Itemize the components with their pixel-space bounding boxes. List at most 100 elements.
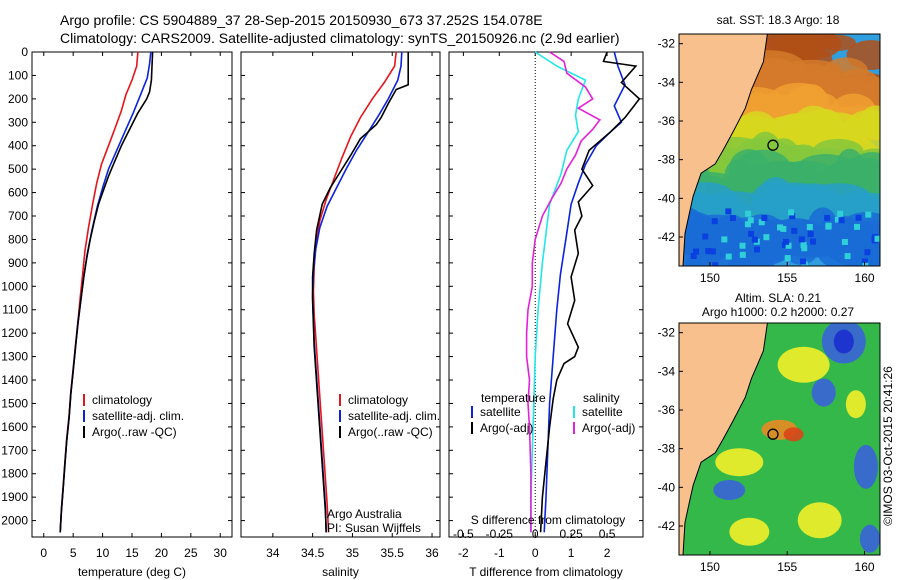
x2-tick-label: 0	[532, 527, 539, 541]
series-t-satellite	[543, 51, 626, 533]
sla-anomaly	[859, 524, 880, 553]
x-tick-label: 0	[40, 546, 47, 560]
sst-map-title: sat. SST: 18.3 Argo: 18	[717, 13, 840, 27]
x2-tick-label: 0.25	[559, 527, 583, 541]
x-tick-label: -2	[458, 546, 469, 560]
x-tick-label: 35.5	[381, 546, 405, 560]
sst-pixel	[709, 248, 716, 255]
legend-title-temperature: temperature	[481, 391, 546, 405]
series-argo-raw-qc-	[311, 52, 409, 533]
sst-pixel	[711, 218, 718, 225]
profile-panel-salinity: 34 34.5 35 35.5 36 salinity	[240, 51, 441, 579]
legend-entry: satellite-adj. clim.	[348, 409, 440, 423]
x2-tick-label: 0.5	[599, 527, 616, 541]
profile-panel-differences: -2 -1 0 1 2 T difference from climatology	[448, 51, 644, 579]
sst-pixel	[825, 223, 832, 230]
y-tick-label: 400	[8, 139, 28, 153]
sla-anomaly	[729, 517, 770, 546]
legend-entry: climatology	[348, 393, 408, 407]
map-y-tick-label: -32	[658, 37, 676, 51]
legend-entry: Argo(..raw -QC)	[92, 425, 177, 439]
sla-map-subtitle: Argo h1000: 0.2 h2000: 0.27	[702, 305, 854, 319]
y-tick-label: 1000	[1, 279, 28, 293]
float-marker	[767, 139, 779, 151]
sst-pixel	[862, 262, 869, 266]
sst-pixel	[739, 251, 746, 258]
x-tick-label: 15	[125, 546, 139, 560]
x-tick-label: 30	[214, 546, 228, 560]
legend-entry: satellite-adj. clim.	[92, 409, 184, 423]
sla-map-title: Altim. SLA: 0.21	[735, 291, 821, 305]
sla-anomaly	[797, 502, 842, 539]
map-y-tick-label: -42	[658, 230, 676, 244]
sst-pixel	[761, 214, 768, 221]
map-y-tick-label: -40	[658, 480, 676, 494]
y-tick-label: 100	[8, 68, 28, 82]
sla-anomaly	[715, 448, 764, 477]
sst-pixel	[785, 242, 792, 249]
map-x-tick-label: 155	[777, 560, 797, 574]
sst-pixel	[747, 217, 754, 224]
x-tick-label: 0	[532, 546, 539, 560]
land	[679, 34, 768, 266]
legend-entry: satellite	[480, 405, 521, 419]
y-tick-label: 700	[8, 209, 28, 223]
map-x-tick-label: 150	[700, 271, 720, 285]
x-axis-label: temperature (deg C)	[78, 565, 186, 579]
sst-patch	[690, 217, 724, 245]
title-line-1: Argo profile: CS 5904889_37 28-Sep-2015 …	[60, 12, 543, 28]
map-frame	[678, 33, 881, 267]
panel-frame	[240, 51, 441, 538]
y-tick-label: 200	[8, 92, 28, 106]
sst-pixel	[854, 223, 861, 230]
x2-tick-label: -0.5	[453, 527, 474, 541]
sst-pixel	[729, 215, 736, 222]
map-y-tick-label: -36	[658, 403, 676, 417]
sst-pixel	[874, 235, 880, 242]
sst-patch	[840, 116, 880, 135]
x-tick-label: 1	[568, 546, 575, 560]
y-tick-label: 1400	[1, 373, 28, 387]
sst-pixel	[861, 258, 868, 265]
sst-pixel	[800, 258, 807, 265]
y-tick-label: 0	[21, 45, 28, 59]
y-tick-label: 2000	[1, 514, 28, 528]
sst-pixel	[791, 227, 798, 234]
sst-pixel	[739, 242, 746, 249]
map-y-tick-label: -38	[658, 153, 676, 167]
sst-pixel	[745, 210, 752, 217]
sst-patch	[819, 34, 856, 51]
x-tick-label: 34	[266, 546, 280, 560]
x-tick-label: 25	[184, 546, 198, 560]
y-tick-label: 1500	[1, 396, 28, 410]
land	[679, 323, 768, 555]
sst-pixel	[838, 217, 845, 224]
map-x-tick-label: 160	[855, 271, 875, 285]
credit-label: ©IMOS 03-Oct-2015 20:41:26	[881, 366, 895, 526]
sst-pixel	[788, 209, 795, 216]
sst-pixel	[753, 246, 760, 253]
series-argo-raw-qc-	[59, 51, 154, 533]
map-y-tick-label: -32	[658, 326, 676, 340]
sla-anomaly	[811, 378, 836, 407]
sst-pixel	[824, 214, 831, 221]
series-s-argo	[525, 51, 602, 533]
x-tick-label: 10	[96, 546, 110, 560]
sst-pixel	[705, 248, 712, 255]
sst-pixel	[864, 249, 871, 256]
sst-patch	[796, 84, 825, 106]
sst-pixel	[801, 245, 808, 252]
sst-pixel	[751, 236, 758, 243]
x-axis-label: T difference from climatology	[469, 565, 623, 579]
map-y-tick-label: -40	[658, 191, 676, 205]
sst-pixel	[800, 241, 807, 248]
sst-pixel	[781, 242, 788, 249]
sst-patch	[778, 185, 819, 218]
sst-pixel	[748, 230, 755, 237]
sst-pixel	[834, 216, 841, 223]
sla-anomaly	[783, 427, 804, 442]
x-tick-label: 35	[346, 546, 360, 560]
legend-entry: climatology	[92, 393, 152, 407]
x2-tick-label: -0.25	[486, 527, 514, 541]
map-y-tick-label: -34	[658, 364, 676, 378]
